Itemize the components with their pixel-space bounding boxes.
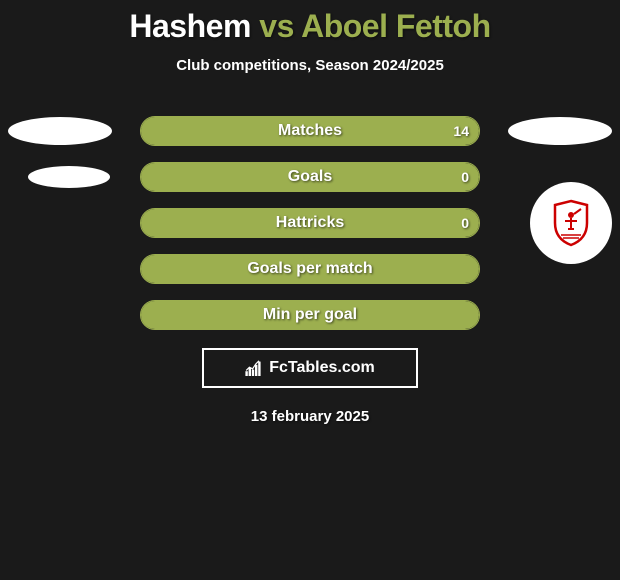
brand-box[interactable]: FcTables.com <box>202 348 418 388</box>
player1-name: Hashem <box>129 8 251 44</box>
vs-label: vs <box>259 8 294 44</box>
stat-label: Goals <box>288 168 332 186</box>
stats-table: Matches 14 Goals 0 Hattricks 0 Goals per matc… <box>0 116 620 330</box>
stat-value-player2: 0 <box>461 215 469 231</box>
stat-bar: Min per goal <box>140 300 480 330</box>
stat-label: Matches <box>278 122 342 140</box>
stat-bar: Matches 14 <box>140 116 480 146</box>
date-label: 13 february 2025 <box>0 408 620 425</box>
stat-row: Hattricks 0 <box>0 208 620 238</box>
brand-text: FcTables.com <box>269 359 375 377</box>
player2-badge <box>508 117 612 145</box>
stat-bar: Goals per match <box>140 254 480 284</box>
player2-name: Aboel Fettoh <box>301 8 491 44</box>
stat-label: Goals per match <box>247 260 372 278</box>
stat-bar: Hattricks 0 <box>140 208 480 238</box>
bar-chart-icon <box>245 360 265 376</box>
stat-value-player2: 14 <box>453 123 469 139</box>
player2-club-badge <box>530 182 612 264</box>
player1-badge <box>28 166 110 188</box>
club-crest-icon <box>551 199 591 247</box>
player1-badge <box>8 117 112 145</box>
brand-label: FcTables.com <box>245 359 375 377</box>
stat-row: Goals 0 <box>0 162 620 192</box>
stat-value-player2: 0 <box>461 169 469 185</box>
page-title: Hashem vs Aboel Fettoh <box>0 8 620 45</box>
stat-label: Min per goal <box>263 306 357 324</box>
subtitle: Club competitions, Season 2024/2025 <box>0 57 620 74</box>
stat-label: Hattricks <box>276 214 344 232</box>
stat-row: Matches 14 <box>0 116 620 146</box>
stat-row: Goals per match <box>0 254 620 284</box>
stat-bar: Goals 0 <box>140 162 480 192</box>
comparison-widget: Hashem vs Aboel Fettoh Club competitions… <box>0 0 620 425</box>
stat-row: Min per goal <box>0 300 620 330</box>
